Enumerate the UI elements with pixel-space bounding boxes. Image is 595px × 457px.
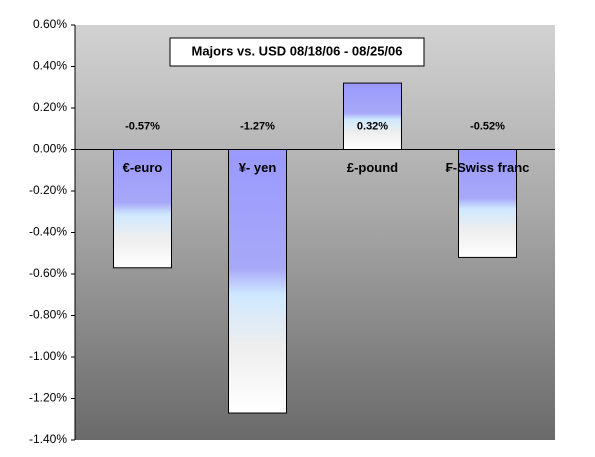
- bar: [458, 149, 517, 258]
- y-tick-label: -0.80%: [29, 308, 67, 322]
- bar: [113, 149, 172, 269]
- value-label: 0.32%: [357, 120, 388, 132]
- y-tick-label: -1.40%: [29, 432, 67, 446]
- value-label: -1.27%: [240, 120, 275, 132]
- y-tick-label: -1.20%: [29, 391, 67, 405]
- value-label: -0.57%: [125, 120, 160, 132]
- y-tick-label: -1.00%: [29, 349, 67, 363]
- x-tick-label: £-pound: [347, 160, 398, 175]
- value-label: -0.52%: [470, 120, 505, 132]
- y-tick-label: 0.00%: [33, 142, 67, 156]
- title-box: [169, 37, 425, 67]
- x-tick-label: ¥- yen: [239, 160, 277, 175]
- x-tick-label: €-euro: [123, 160, 163, 175]
- x-tick-label: ₣-Swiss franc: [446, 160, 530, 175]
- chart-title: Majors vs. USD 08/18/06 - 08/25/06: [191, 43, 402, 58]
- bar: [228, 149, 287, 414]
- y-tick-label: 0.60%: [33, 17, 67, 31]
- y-tick-label: -0.40%: [29, 225, 67, 239]
- bar: [343, 82, 402, 150]
- y-tick-label: 0.20%: [33, 100, 67, 114]
- y-tick-label: 0.40%: [33, 59, 67, 73]
- y-tick-label: -0.20%: [29, 183, 67, 197]
- y-tick-label: -0.60%: [29, 266, 67, 280]
